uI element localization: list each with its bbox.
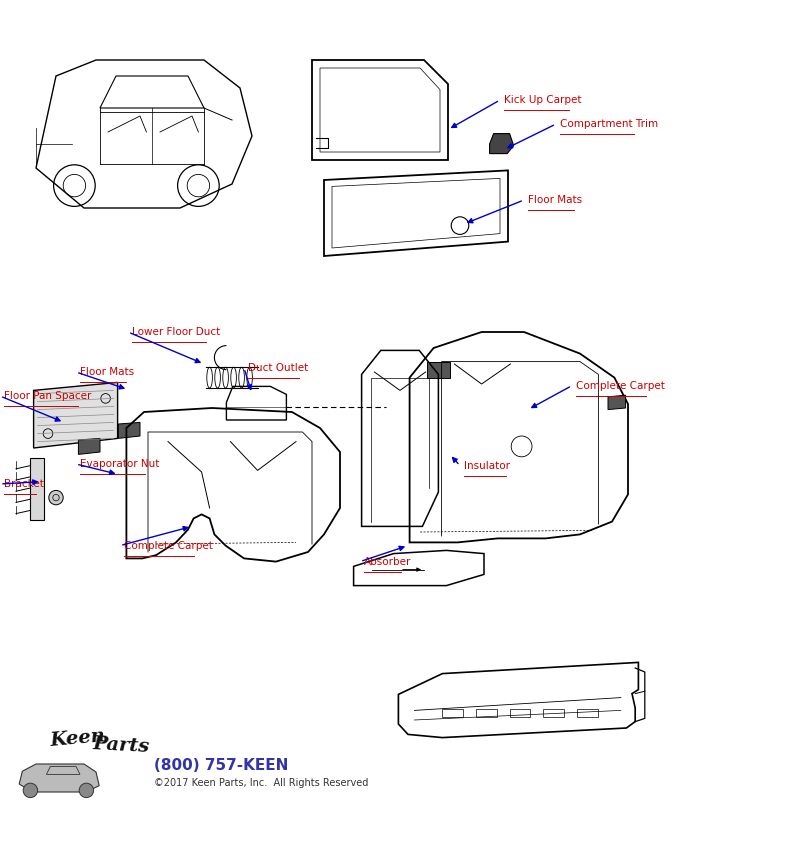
Polygon shape xyxy=(19,764,99,792)
Text: Floor Mats: Floor Mats xyxy=(80,367,134,377)
Text: Bracket: Bracket xyxy=(4,479,44,489)
Text: (800) 757-KEEN: (800) 757-KEEN xyxy=(154,758,288,772)
Polygon shape xyxy=(34,383,118,448)
Polygon shape xyxy=(608,395,626,410)
Text: Complete Carpet: Complete Carpet xyxy=(576,381,665,391)
Text: Keen: Keen xyxy=(50,727,106,750)
Circle shape xyxy=(49,491,63,505)
Text: Parts: Parts xyxy=(92,735,150,756)
Text: Insulator: Insulator xyxy=(464,461,510,471)
Text: Floor Pan Spacer: Floor Pan Spacer xyxy=(4,391,91,401)
Polygon shape xyxy=(118,422,140,438)
Text: Floor Mats: Floor Mats xyxy=(528,195,582,205)
Text: Absorber: Absorber xyxy=(364,556,411,567)
Polygon shape xyxy=(78,438,100,454)
Text: ©2017 Keen Parts, Inc.  All Rights Reserved: ©2017 Keen Parts, Inc. All Rights Reserv… xyxy=(154,778,368,788)
Text: Lower Floor Duct: Lower Floor Duct xyxy=(132,327,220,337)
Text: Complete Carpet: Complete Carpet xyxy=(124,541,213,550)
Polygon shape xyxy=(490,134,514,154)
Text: Duct Outlet: Duct Outlet xyxy=(248,363,308,373)
Circle shape xyxy=(23,783,38,797)
Circle shape xyxy=(79,783,94,797)
Text: Compartment Trim: Compartment Trim xyxy=(560,119,658,129)
Text: Kick Up Carpet: Kick Up Carpet xyxy=(504,95,582,105)
FancyBboxPatch shape xyxy=(427,362,450,378)
Text: Evaporator Nut: Evaporator Nut xyxy=(80,459,159,469)
Polygon shape xyxy=(30,458,44,520)
